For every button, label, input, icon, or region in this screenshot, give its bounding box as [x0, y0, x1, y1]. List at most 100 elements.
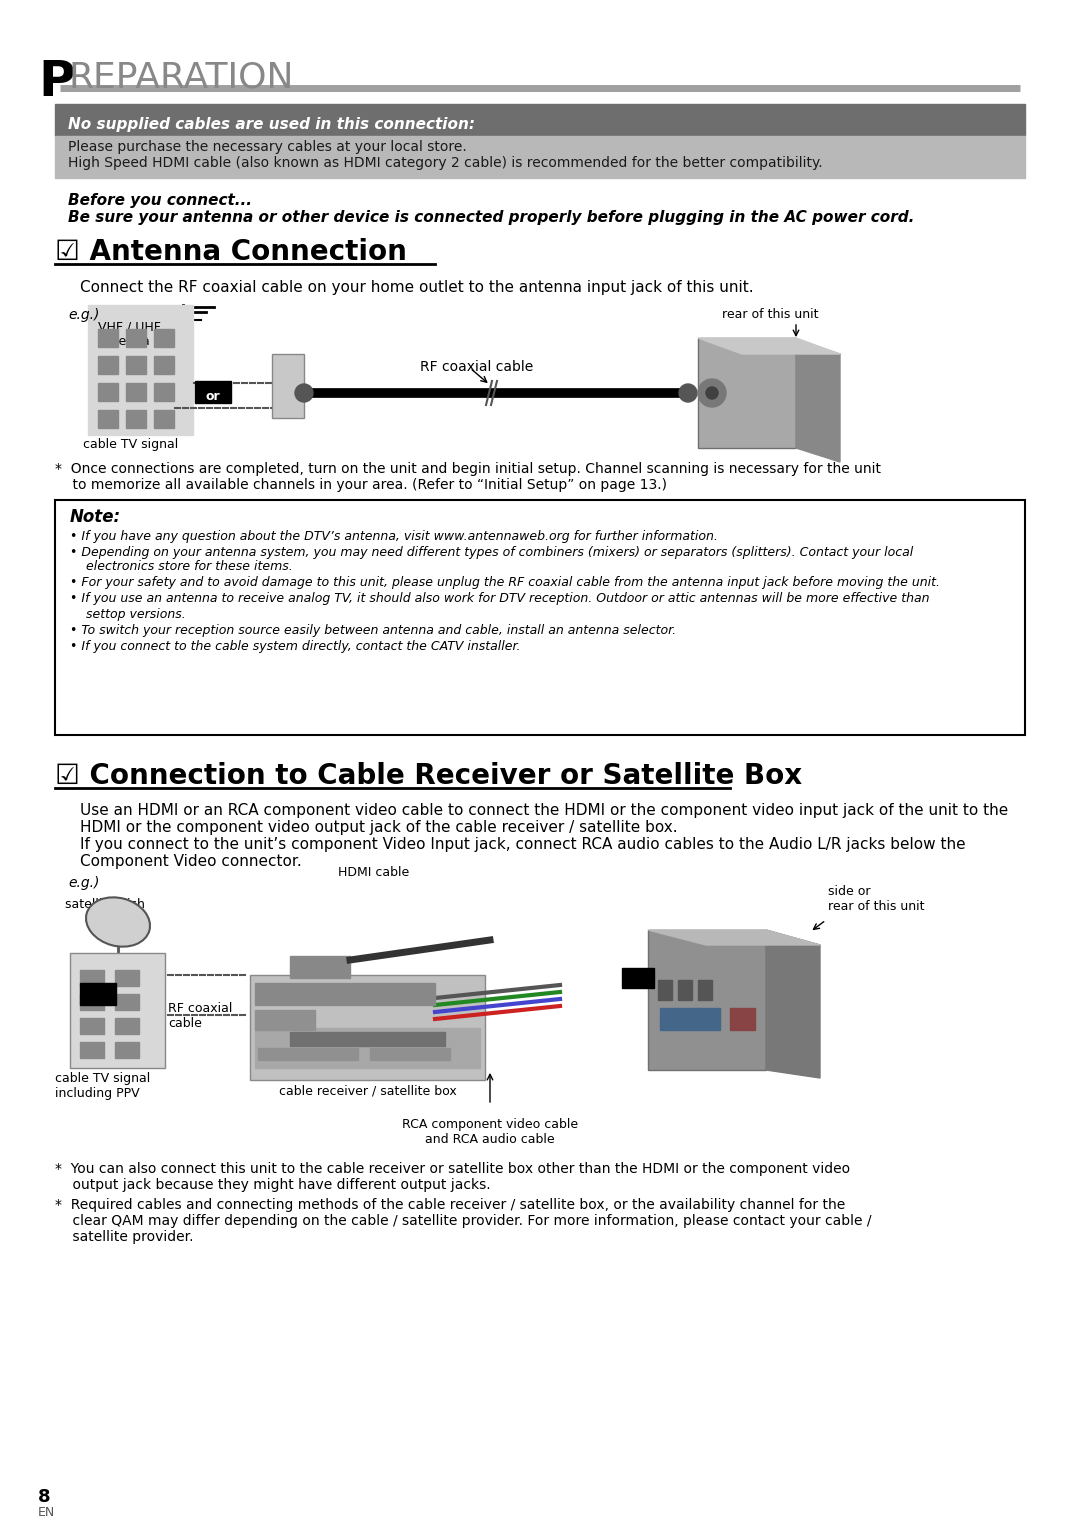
Text: or: or: [91, 993, 106, 1006]
Text: • For your safety and to avoid damage to this unit, please unplug the RF coaxial: • For your safety and to avoid damage to…: [70, 575, 940, 589]
Text: High Speed HDMI cable (also known as HDMI category 2 cable) is recommended for t: High Speed HDMI cable (also known as HDM…: [68, 156, 823, 169]
Text: e.g.): e.g.): [68, 876, 99, 890]
Text: *  You can also connect this unit to the cable receiver or satellite box other t: * You can also connect this unit to the …: [55, 1161, 850, 1177]
Text: 8: 8: [38, 1488, 51, 1506]
Bar: [272, 354, 303, 418]
Text: ANT IN: ANT IN: [271, 1024, 299, 1033]
Bar: [154, 410, 174, 427]
Bar: [291, 955, 350, 978]
Text: cable TV signal
including PPV: cable TV signal including PPV: [55, 1071, 150, 1100]
Bar: [154, 383, 174, 401]
Text: • If you have any question about the DTV’s antenna, visit www.antennaweb.org for: • If you have any question about the DTV…: [70, 530, 718, 543]
Bar: [114, 1042, 139, 1058]
Bar: [249, 975, 485, 1080]
Text: satellite dish: satellite dish: [65, 897, 145, 911]
Text: Use an HDMI or an RCA component video cable to connect the HDMI or the component: Use an HDMI or an RCA component video ca…: [80, 803, 1009, 818]
Bar: [80, 971, 104, 986]
Text: Component Video connector.: Component Video connector.: [80, 855, 301, 868]
Polygon shape: [648, 929, 820, 945]
Bar: [114, 971, 139, 986]
Text: Before you connect...: Before you connect...: [68, 192, 252, 208]
Bar: [126, 356, 146, 374]
Text: side or
rear of this unit: side or rear of this unit: [828, 885, 924, 913]
Text: clear QAM may differ depending on the cable / satellite provider. For more infor: clear QAM may differ depending on the ca…: [55, 1215, 872, 1228]
Bar: [80, 993, 104, 1010]
Text: satellite provider.: satellite provider.: [55, 1230, 193, 1244]
Text: If you connect to the unit’s component Video Input jack, connect RCA audio cable: If you connect to the unit’s component V…: [80, 836, 966, 852]
Bar: [55, 104, 1025, 136]
Text: Note:: Note:: [70, 508, 121, 526]
Text: Please purchase the necessary cables at your local store.: Please purchase the necessary cables at …: [68, 140, 467, 154]
Text: AUDIO OUT     COMPONENT VIDEO OUT: AUDIO OUT COMPONENT VIDEO OUT: [271, 996, 419, 1006]
Bar: [87, 305, 193, 435]
Text: Connect the RF coaxial cable on your home outlet to the antenna input jack of th: Connect the RF coaxial cable on your hom…: [80, 279, 754, 295]
Bar: [255, 1029, 480, 1068]
Text: HDMI cable: HDMI cable: [338, 865, 409, 879]
Text: cable receiver / satellite box: cable receiver / satellite box: [279, 1085, 457, 1099]
Bar: [98, 383, 118, 401]
Text: REPARATION: REPARATION: [68, 60, 294, 95]
Text: to memorize all available channels in your area. (Refer to “Initial Setup” on pa: to memorize all available channels in yo…: [55, 478, 667, 491]
Text: HDMI or the component video output jack of the cable receiver / satellite box.: HDMI or the component video output jack …: [80, 819, 677, 835]
Text: ☑ Connection to Cable Receiver or Satellite Box: ☑ Connection to Cable Receiver or Satell…: [55, 761, 802, 790]
Text: No supplied cables are used in this connection:: No supplied cables are used in this conn…: [68, 118, 475, 133]
Bar: [258, 1048, 357, 1061]
Text: RF coaxial cable: RF coaxial cable: [420, 360, 534, 374]
Polygon shape: [698, 337, 840, 354]
Text: settop versions.: settop versions.: [70, 607, 186, 621]
Bar: [370, 1048, 450, 1061]
Bar: [98, 330, 118, 346]
Bar: [70, 954, 165, 1068]
Text: P: P: [38, 58, 75, 105]
Text: output jack because they might have different output jacks.: output jack because they might have diff…: [55, 1178, 490, 1192]
Text: HDMI OUT: HDMI OUT: [298, 972, 341, 981]
Circle shape: [698, 378, 726, 407]
Text: *  Once connections are completed, turn on the unit and begin initial setup. Cha: * Once connections are completed, turn o…: [55, 462, 881, 476]
Bar: [55, 136, 1025, 179]
Text: electronics store for these items.: electronics store for these items.: [70, 560, 293, 572]
Circle shape: [295, 385, 313, 401]
Text: cable TV signal: cable TV signal: [83, 438, 178, 452]
Text: rear of this unit: rear of this unit: [721, 308, 819, 320]
Bar: [98, 356, 118, 374]
Bar: [80, 983, 116, 1006]
Bar: [114, 993, 139, 1010]
Text: • If you use an antenna to receive analog TV, it should also work for DTV recept: • If you use an antenna to receive analo…: [70, 592, 930, 604]
Bar: [660, 1009, 720, 1030]
Bar: [80, 1018, 104, 1035]
Bar: [126, 410, 146, 427]
Text: e.g.): e.g.): [68, 308, 99, 322]
Bar: [678, 980, 692, 1000]
Bar: [291, 1032, 445, 1045]
Bar: [80, 1042, 104, 1058]
Bar: [648, 929, 766, 1070]
Bar: [98, 410, 118, 427]
Bar: [255, 1010, 315, 1030]
Bar: [730, 1009, 755, 1030]
Text: *  Required cables and connecting methods of the cable receiver / satellite box,: * Required cables and connecting methods…: [55, 1198, 846, 1212]
Polygon shape: [766, 929, 820, 1077]
Ellipse shape: [86, 897, 150, 946]
Bar: [658, 980, 672, 1000]
Bar: [698, 337, 796, 449]
Bar: [154, 356, 174, 374]
Bar: [154, 330, 174, 346]
Text: ☑ Antenna Connection: ☑ Antenna Connection: [55, 238, 407, 266]
Bar: [698, 980, 712, 1000]
Bar: [126, 330, 146, 346]
Text: Be sure your antenna or other device is connected properly before plugging in th: Be sure your antenna or other device is …: [68, 211, 915, 224]
Circle shape: [706, 388, 718, 398]
Bar: [126, 383, 146, 401]
Text: VHF / UHF
antenna: VHF / UHF antenna: [98, 320, 161, 348]
Bar: [114, 1018, 139, 1035]
Circle shape: [679, 385, 697, 401]
Bar: [55, 501, 1025, 736]
Polygon shape: [796, 340, 840, 462]
Text: • Depending on your antenna system, you may need different types of combiners (m: • Depending on your antenna system, you …: [70, 546, 914, 559]
Bar: [622, 967, 654, 987]
Text: or: or: [631, 978, 646, 990]
Text: • To switch your reception source easily between antenna and cable, install an a: • To switch your reception source easily…: [70, 624, 676, 636]
Text: RCA component video cable
and RCA audio cable: RCA component video cable and RCA audio …: [402, 1119, 578, 1146]
Bar: [195, 382, 231, 403]
Bar: [255, 983, 435, 1006]
